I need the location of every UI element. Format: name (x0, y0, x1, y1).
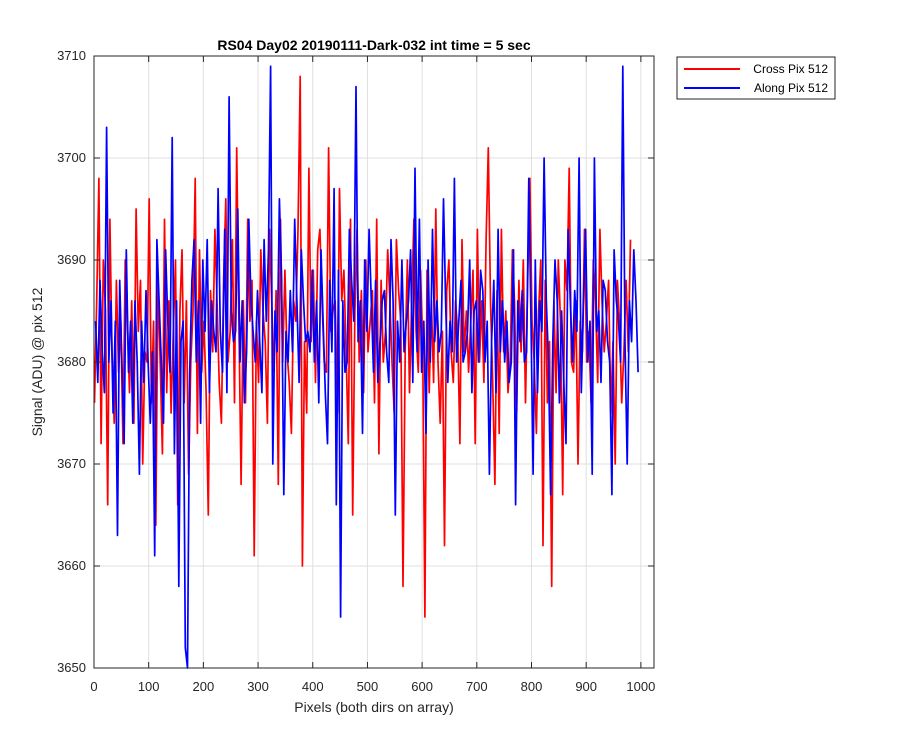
x-axis-label: Pixels (both dirs on array) (294, 699, 454, 715)
y-tick-label: 3680 (57, 354, 86, 369)
x-tick-label: 200 (193, 679, 215, 694)
y-axis-label: Signal (ADU) @ pix 512 (29, 287, 45, 436)
x-tick-label: 900 (575, 679, 597, 694)
y-tick-label: 3700 (57, 150, 86, 165)
x-tick-label: 600 (411, 679, 433, 694)
x-tick-label: 500 (357, 679, 379, 694)
y-tick-label: 3710 (57, 48, 86, 63)
chart-title: RS04 Day02 20190111-Dark-032 int time = … (217, 37, 530, 53)
x-tick-label: 800 (521, 679, 543, 694)
x-tick-label: 100 (138, 679, 160, 694)
legend: Cross Pix 512 Along Pix 512 (676, 56, 836, 100)
legend-box (676, 56, 836, 100)
x-tick-label: 1000 (626, 679, 655, 694)
axis-ticks (93, 55, 654, 669)
x-tick-label: 700 (466, 679, 488, 694)
x-tick-label: 0 (90, 679, 97, 694)
y-tick-label: 3650 (57, 660, 86, 675)
y-tick-label: 3670 (57, 456, 86, 471)
x-tick-label: 300 (247, 679, 269, 694)
y-tick-label: 3690 (57, 252, 86, 267)
legend-label-along: Along Pix 512 (754, 81, 828, 95)
tick-labels: 0 100 200 300 400 500 600 700 800 900 1000 3650 3660… (57, 48, 655, 694)
series-layer (93, 65, 639, 669)
x-tick-label: 400 (302, 679, 324, 694)
legend-label-cross: Cross Pix 512 (753, 62, 828, 76)
series-line-along-pix-512 (94, 65, 639, 669)
y-tick-label: 3660 (57, 558, 86, 573)
